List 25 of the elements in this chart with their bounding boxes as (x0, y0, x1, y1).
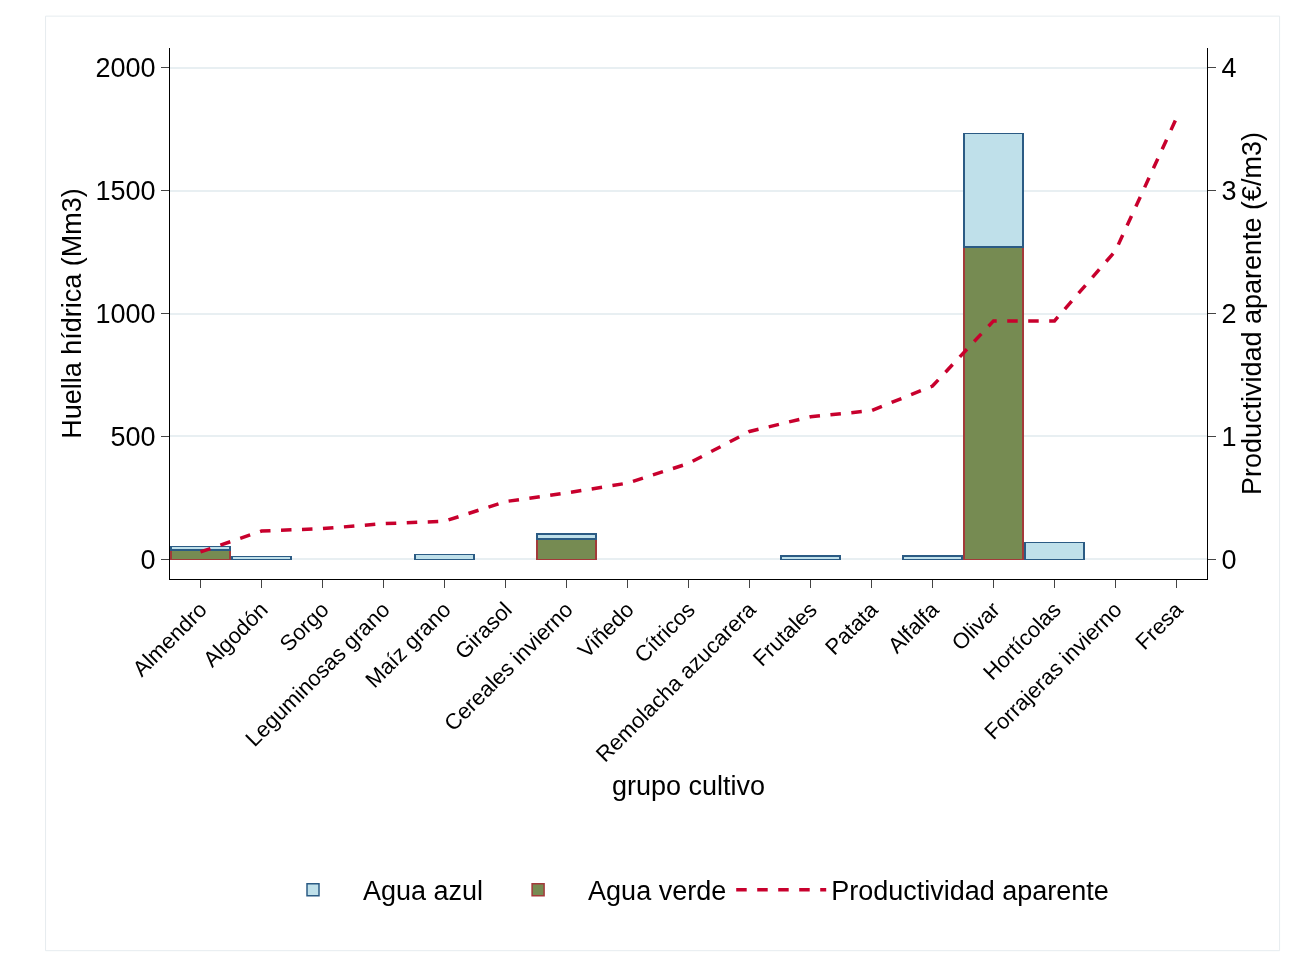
y2-axis-title: Productividad aparente (€/m3) (1236, 131, 1267, 496)
y2-tick-label: 4 (1221, 53, 1237, 84)
y2-tick-label: 0 (1221, 544, 1237, 575)
bar (780, 555, 841, 561)
y2-tick-label: 2 (1221, 298, 1237, 329)
bar (414, 553, 475, 561)
x-axis-title: grupo cultivo (611, 771, 766, 802)
bar (536, 533, 597, 540)
bar (1024, 541, 1085, 561)
y2-tick-label: 1 (1221, 421, 1237, 452)
legend-label: Agua azul (363, 876, 484, 907)
bar (963, 246, 1024, 561)
y-tick-label: 1000 (95, 298, 156, 329)
legend-label: Agua verde (588, 876, 727, 907)
bar (231, 555, 292, 561)
legend-label: Productividad aparente (831, 876, 1109, 907)
y-tick-label: 500 (110, 421, 156, 452)
y-tick-label: 1500 (95, 176, 156, 207)
y-tick-label: 2000 (95, 53, 156, 84)
bar (963, 132, 1024, 248)
y-axis-title: Huella hídrica (Mm3) (56, 188, 87, 439)
y2-tick-label: 3 (1221, 176, 1237, 207)
bar (902, 555, 963, 561)
y-tick-label: 0 (140, 544, 156, 575)
bar (536, 538, 597, 561)
